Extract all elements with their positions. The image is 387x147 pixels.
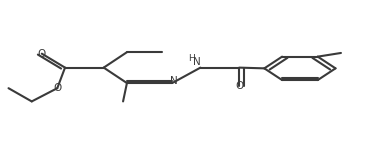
Text: O: O	[38, 49, 46, 59]
Text: N: N	[193, 57, 200, 67]
Text: N: N	[170, 76, 178, 86]
Text: O: O	[53, 83, 62, 93]
Text: H: H	[188, 54, 195, 63]
Text: O: O	[235, 81, 243, 91]
